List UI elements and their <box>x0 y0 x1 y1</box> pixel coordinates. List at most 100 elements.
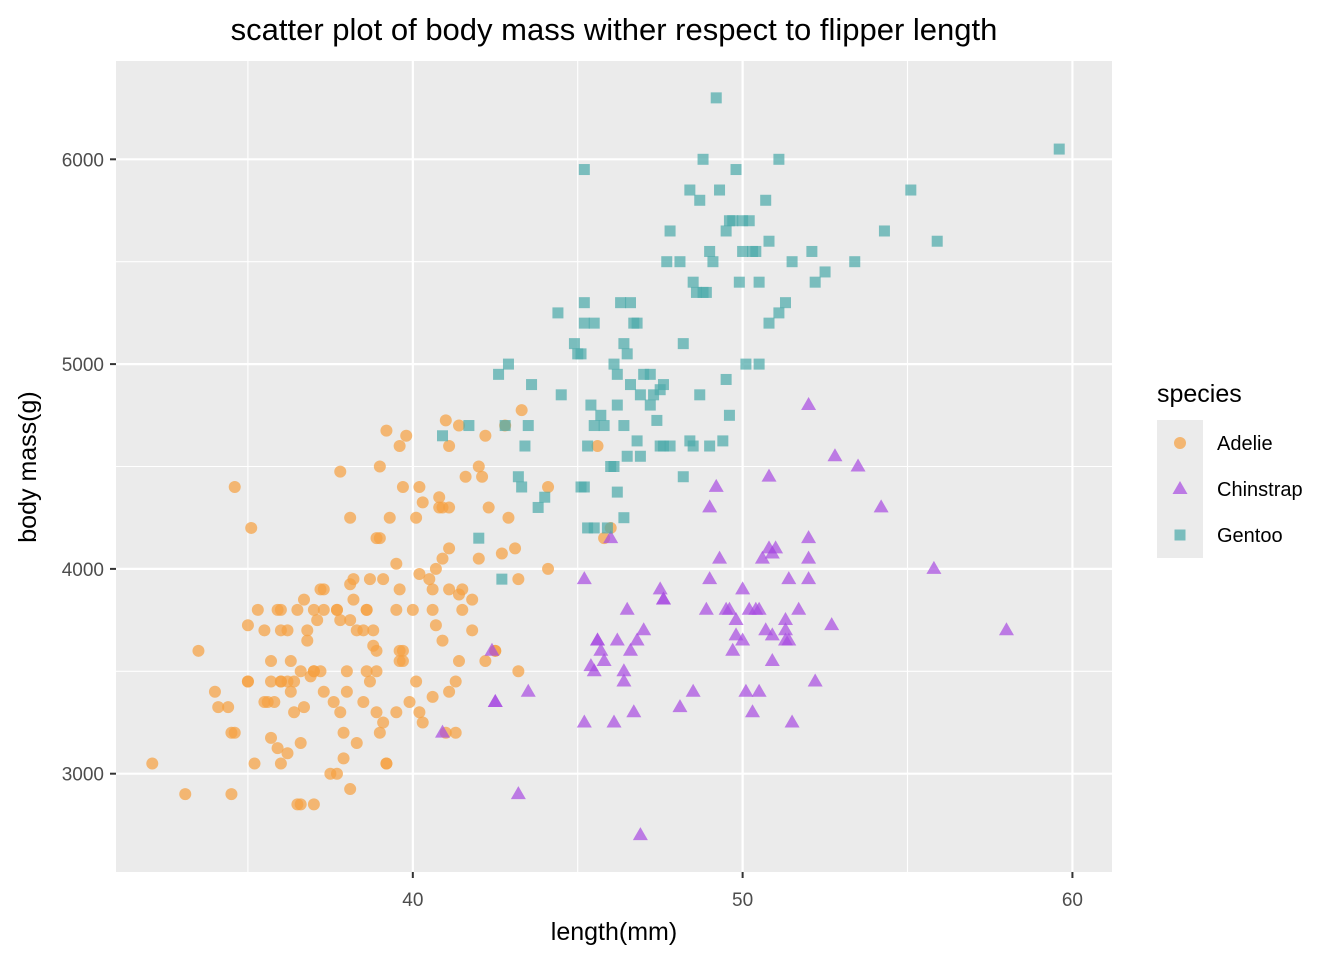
data-point-gentoo <box>733 276 745 288</box>
data-point-gentoo <box>598 420 610 432</box>
data-point-adelie <box>307 798 320 811</box>
data-point-chinstrap <box>738 683 754 697</box>
data-point-adelie <box>591 440 604 453</box>
data-point-adelie <box>443 583 456 596</box>
data-point-chinstrap <box>487 693 503 707</box>
data-point-adelie <box>383 511 396 524</box>
data-point-chinstrap <box>576 714 592 728</box>
data-point-gentoo <box>753 358 765 370</box>
data-point-adelie <box>380 757 393 770</box>
data-point-gentoo <box>730 164 742 176</box>
data-point-chinstrap <box>827 448 843 462</box>
data-point-gentoo <box>700 286 712 298</box>
data-point-gentoo <box>624 297 636 309</box>
data-point-gentoo <box>605 461 617 472</box>
data-point-adelie <box>307 603 320 616</box>
data-point-gentoo <box>588 420 600 432</box>
data-point-chinstrap <box>708 478 724 492</box>
data-point-adelie <box>288 706 301 719</box>
data-point-gentoo <box>905 184 917 196</box>
data-point-chinstrap <box>728 627 744 641</box>
data-point-gentoo <box>737 215 749 227</box>
data-point-chinstrap <box>520 683 536 697</box>
x-axis-title: length(mm) <box>551 918 677 946</box>
data-point-adelie <box>472 460 485 473</box>
data-point-adelie <box>327 696 340 709</box>
legend-key-gentoo <box>1174 529 1186 541</box>
data-point-gentoo <box>779 297 791 309</box>
data-point-chinstrap <box>801 530 817 544</box>
data-point-gentoo <box>516 481 528 493</box>
data-point-adelie <box>265 655 278 668</box>
data-point-gentoo <box>611 399 623 411</box>
data-point-adelie <box>297 593 310 606</box>
data-point-adelie <box>258 624 271 637</box>
series-gentoo <box>437 92 1065 585</box>
legend-label-chinstrap: Chinstrap <box>1217 479 1303 501</box>
data-point-chinstrap <box>791 601 807 615</box>
data-point-adelie <box>330 603 343 616</box>
data-point-adelie <box>452 588 465 601</box>
data-point-adelie <box>509 542 522 555</box>
series-chinstrap <box>435 397 1014 841</box>
data-point-chinstrap <box>672 699 688 713</box>
data-point-chinstrap <box>801 550 817 564</box>
data-point-chinstrap <box>725 642 741 656</box>
data-point-chinstrap <box>484 642 500 656</box>
data-point-adelie <box>472 552 485 565</box>
data-point-gentoo <box>690 286 702 298</box>
data-point-adelie <box>297 701 310 714</box>
data-point-chinstrap <box>751 683 767 697</box>
chart-title: scatter plot of body mass wither respect… <box>231 12 998 47</box>
data-point-gentoo <box>638 368 650 380</box>
data-point-gentoo <box>582 440 594 452</box>
data-point-adelie <box>413 706 426 719</box>
data-point-adelie <box>393 583 406 596</box>
data-point-adelie <box>179 788 192 801</box>
data-point-adelie <box>449 726 462 739</box>
data-point-adelie <box>344 511 357 524</box>
data-point-gentoo <box>618 512 630 524</box>
data-point-adelie <box>363 573 376 586</box>
data-point-gentoo <box>760 194 772 206</box>
data-point-gentoo <box>493 368 505 380</box>
data-point-adelie <box>410 511 423 524</box>
data-point-adelie <box>334 706 347 719</box>
data-point-chinstrap <box>807 673 823 687</box>
data-point-adelie <box>370 665 383 678</box>
data-point-chinstrap <box>801 571 817 585</box>
data-point-adelie <box>248 757 261 770</box>
data-point-chinstrap <box>735 632 751 646</box>
data-point-gentoo <box>674 256 686 268</box>
data-point-adelie <box>208 685 221 698</box>
data-point-adelie <box>542 562 555 575</box>
data-point-adelie <box>294 665 307 678</box>
data-point-chinstrap <box>824 617 840 631</box>
data-point-adelie <box>377 573 390 586</box>
data-point-adelie <box>344 614 357 627</box>
data-point-adelie <box>396 480 409 493</box>
data-point-gentoo <box>773 307 785 319</box>
data-point-adelie <box>413 480 426 493</box>
data-point-gentoo <box>618 420 630 432</box>
data-point-gentoo <box>578 317 590 329</box>
data-point-adelie <box>337 752 350 765</box>
data-point-gentoo <box>657 379 669 391</box>
data-point-adelie <box>271 603 284 616</box>
data-point-adelie <box>274 624 287 637</box>
data-point-adelie <box>393 644 406 657</box>
data-point-adelie <box>294 736 307 749</box>
data-point-adelie <box>479 655 492 668</box>
data-point-gentoo <box>621 450 633 462</box>
data-point-gentoo <box>704 245 716 257</box>
x-tick-label: 40 <box>402 890 423 911</box>
data-point-gentoo <box>585 399 597 411</box>
data-point-gentoo <box>621 348 633 360</box>
data-point-gentoo <box>502 358 514 370</box>
data-point-gentoo <box>555 389 567 401</box>
data-point-adelie <box>495 547 508 560</box>
data-point-chinstrap <box>685 683 701 697</box>
data-point-adelie <box>268 696 281 709</box>
data-point-gentoo <box>849 256 861 268</box>
